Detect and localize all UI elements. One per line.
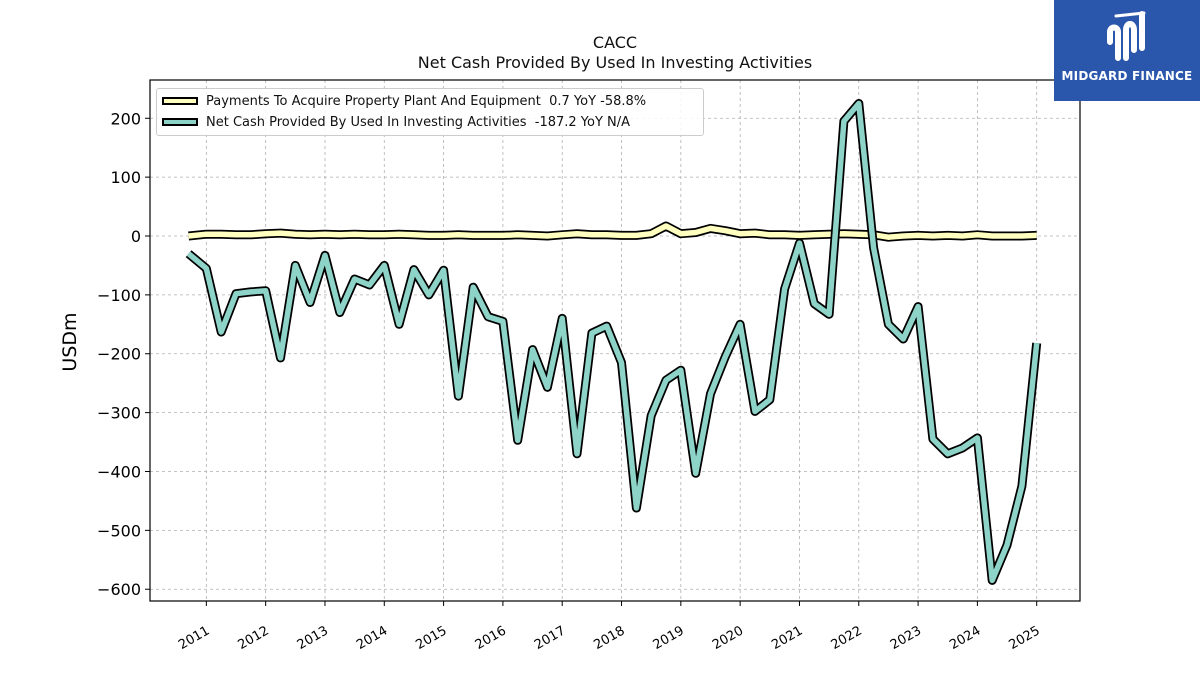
y-tick-label: −600	[97, 580, 141, 599]
x-tick-label: 2013	[295, 623, 331, 653]
legend-label-capex: Payments To Acquire Property Plant And E…	[206, 93, 647, 109]
y-tick-label: 0	[131, 227, 141, 246]
plot-frame	[149, 79, 1081, 602]
x-tick-label: 2015	[413, 623, 449, 653]
y-tick-label: −100	[97, 286, 141, 305]
y-tick-label: −200	[97, 345, 141, 364]
x-tick-label: 2011	[176, 623, 212, 653]
y-axis-label: USDm	[59, 312, 81, 371]
x-tick-label: 2017	[532, 623, 568, 653]
legend-swatch-capex	[162, 97, 198, 105]
y-tick-label: −300	[97, 404, 141, 423]
x-tick-label: 2012	[235, 623, 271, 653]
chart-subtitle: Net Cash Provided By Used In Investing A…	[417, 53, 813, 72]
x-tick-label: 2014	[354, 623, 390, 653]
series-layer	[185, 99, 1042, 585]
x-tick-label: 2018	[591, 623, 627, 653]
legend: Payments To Acquire Property Plant And E…	[156, 88, 704, 136]
legend-item-investing: Net Cash Provided By Used In Investing A…	[162, 113, 630, 131]
y-tick-label: −500	[97, 521, 141, 540]
series-line-0	[188, 223, 1037, 240]
x-tick-label: 2022	[829, 623, 865, 653]
y-tick-label: −400	[97, 462, 141, 481]
x-tick-label: 2019	[651, 623, 687, 653]
series-line-1	[186, 100, 1040, 584]
x-tick-label: 2020	[710, 623, 746, 653]
y-tick-label: 200	[110, 109, 141, 128]
chart-title: CACC	[592, 33, 638, 52]
y-tick-label: 100	[110, 168, 141, 187]
logo-text: MIDGARD FINANCE	[1061, 69, 1193, 83]
logo-mark-icon	[1107, 11, 1146, 61]
x-tick-label: 2024	[947, 623, 983, 653]
legend-item-capex: Payments To Acquire Property Plant And E…	[162, 92, 646, 110]
x-tick-label: 2023	[888, 623, 924, 653]
x-tick-label: 2021	[769, 623, 805, 653]
x-tick-label: 2025	[1007, 623, 1043, 653]
x-tick-label: 2016	[473, 623, 509, 653]
brand-logo: MIDGARD FINANCE	[1054, 0, 1200, 101]
legend-label-investing: Net Cash Provided By Used In Investing A…	[206, 114, 631, 130]
legend-swatch-investing	[162, 118, 198, 126]
